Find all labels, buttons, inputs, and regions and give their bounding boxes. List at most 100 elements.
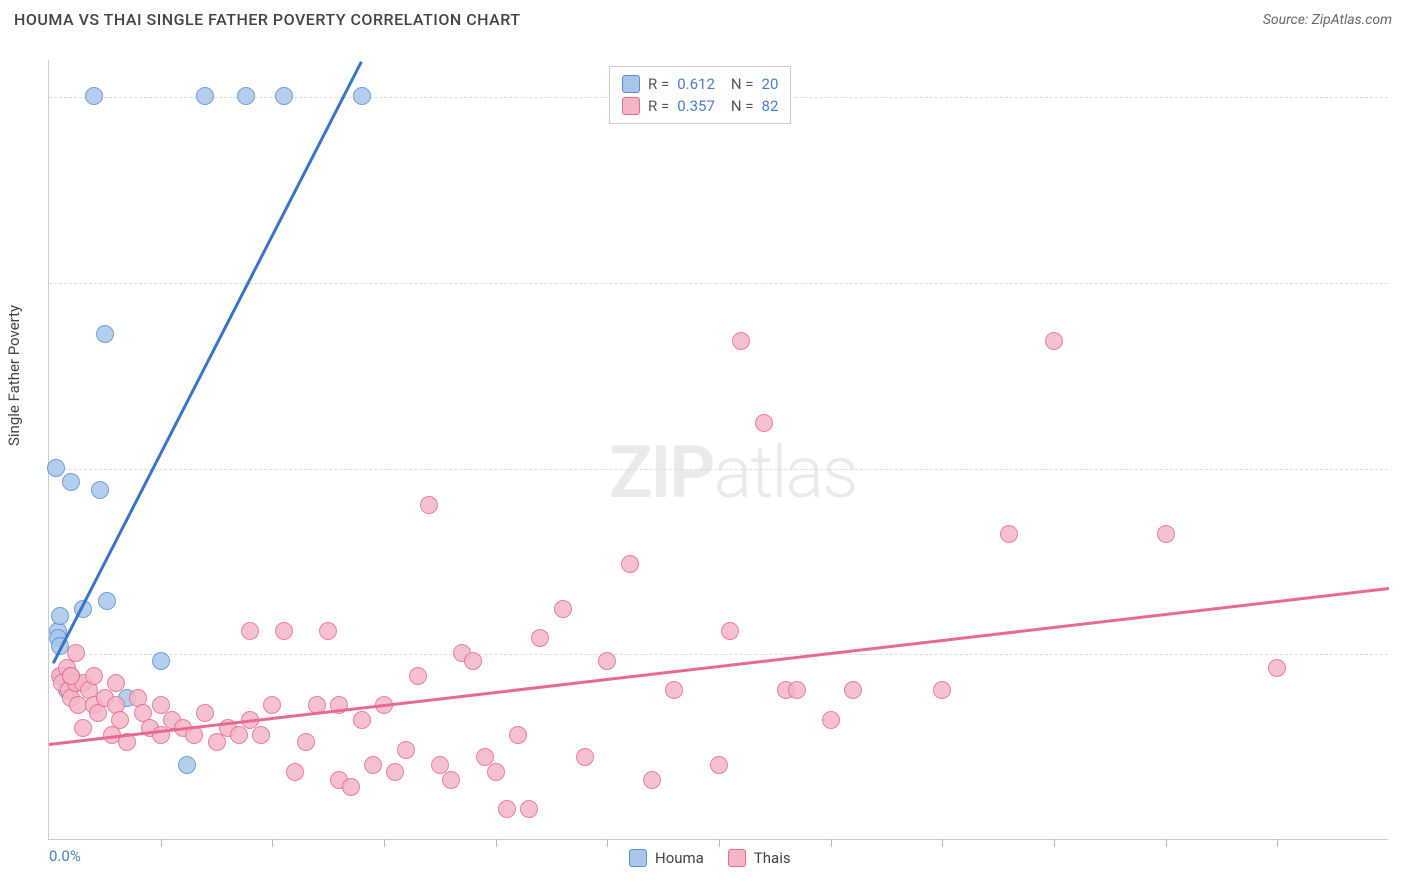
scatter-point — [386, 763, 404, 781]
scatter-point — [342, 778, 360, 796]
legend-stats-box: R = 0.612 N = 20 R = 0.357 N = 82 — [609, 66, 791, 124]
scatter-point — [822, 711, 840, 729]
watermark-zip: ZIP — [609, 430, 713, 515]
scatter-point — [74, 719, 92, 737]
x-tick — [1166, 839, 1167, 847]
scatter-point — [85, 87, 103, 105]
scatter-point — [62, 667, 80, 685]
scatter-point — [85, 667, 103, 685]
scatter-point — [710, 756, 728, 774]
scatter-point — [286, 763, 304, 781]
x-tick — [719, 839, 720, 847]
x-max-label: 60.0% — [1388, 847, 1406, 865]
scatter-point — [665, 681, 683, 699]
scatter-point — [464, 652, 482, 670]
r-value: 0.357 — [677, 97, 715, 115]
n-label: N = — [731, 97, 754, 115]
scatter-point — [844, 681, 862, 699]
scatter-point — [178, 756, 196, 774]
scatter-point — [531, 629, 549, 647]
source-label: Source: ZipAtlas.com — [1263, 12, 1392, 28]
scatter-point — [576, 748, 594, 766]
scatter-point — [1268, 659, 1286, 677]
y-tick-label: 75.0% — [1398, 274, 1406, 292]
scatter-point — [397, 741, 415, 759]
scatter-point — [196, 87, 214, 105]
scatter-point — [643, 771, 661, 789]
scatter-point — [230, 726, 248, 744]
scatter-point — [319, 622, 337, 640]
x-tick — [496, 839, 497, 847]
x-tick — [161, 839, 162, 847]
scatter-point — [520, 800, 538, 818]
scatter-point — [237, 87, 255, 105]
scatter-point — [252, 726, 270, 744]
legend-label: Thais — [754, 849, 791, 867]
y-axis-label: Single Father Poverty — [5, 305, 23, 446]
x-tick — [1054, 839, 1055, 847]
scatter-point — [554, 600, 572, 618]
x-origin-label: 0.0% — [49, 847, 81, 865]
scatter-point — [51, 607, 69, 625]
scatter-point — [621, 555, 639, 573]
scatter-point — [364, 756, 382, 774]
scatter-point — [487, 763, 505, 781]
scatter-point — [788, 681, 806, 699]
legend-bottom: Houma Thais — [629, 849, 791, 867]
x-tick — [607, 839, 608, 847]
legend-swatch — [629, 849, 647, 867]
r-label: R = — [648, 97, 669, 115]
scatter-point — [420, 496, 438, 514]
chart-title: HOUMA VS THAI SINGLE FATHER POVERTY CORR… — [14, 10, 521, 29]
legend-swatch — [622, 97, 640, 115]
x-tick — [942, 839, 943, 847]
gridline — [49, 469, 1388, 470]
scatter-point — [208, 733, 226, 751]
y-tick-label: 25.0% — [1398, 645, 1406, 663]
gridline — [49, 283, 1388, 284]
legend-swatch — [728, 849, 746, 867]
x-tick — [384, 839, 385, 847]
scatter-point — [152, 652, 170, 670]
scatter-point — [1045, 332, 1063, 350]
scatter-point — [732, 332, 750, 350]
legend-swatch — [622, 75, 640, 93]
legend-stats-row: R = 0.357 N = 82 — [622, 95, 778, 117]
scatter-point — [442, 771, 460, 789]
r-label: R = — [648, 75, 669, 93]
scatter-point — [67, 644, 85, 662]
scatter-point — [755, 414, 773, 432]
y-tick-label: 50.0% — [1398, 460, 1406, 478]
scatter-point — [196, 704, 214, 722]
scatter-point — [498, 800, 516, 818]
scatter-point — [62, 473, 80, 491]
r-value: 0.612 — [677, 75, 715, 93]
scatter-point — [241, 622, 259, 640]
scatter-point — [47, 459, 65, 477]
n-value: 20 — [762, 75, 779, 93]
legend-stats-row: R = 0.612 N = 20 — [622, 73, 778, 95]
scatter-point — [96, 325, 114, 343]
x-tick — [272, 839, 273, 847]
n-value: 82 — [762, 97, 779, 115]
scatter-point — [263, 696, 281, 714]
scatter-point — [933, 681, 951, 699]
scatter-point — [98, 592, 116, 610]
n-label: N = — [731, 75, 754, 93]
scatter-point — [91, 481, 109, 499]
scatter-point — [509, 726, 527, 744]
x-tick — [1277, 839, 1278, 847]
chart-area: ZIPatlas 25.0%50.0%75.0%100.0%0.0%60.0%R… — [48, 60, 1388, 840]
watermark: ZIPatlas — [609, 430, 857, 515]
scatter-point — [353, 87, 371, 105]
scatter-point — [409, 667, 427, 685]
scatter-point — [1157, 525, 1175, 543]
y-tick-label: 100.0% — [1398, 88, 1406, 106]
scatter-point — [111, 711, 129, 729]
scatter-point — [721, 622, 739, 640]
legend-item: Thais — [728, 849, 791, 867]
x-tick — [831, 839, 832, 847]
legend-item: Houma — [629, 849, 704, 867]
scatter-point — [1000, 525, 1018, 543]
plot-region: ZIPatlas 25.0%50.0%75.0%100.0%0.0%60.0%R… — [48, 60, 1388, 840]
